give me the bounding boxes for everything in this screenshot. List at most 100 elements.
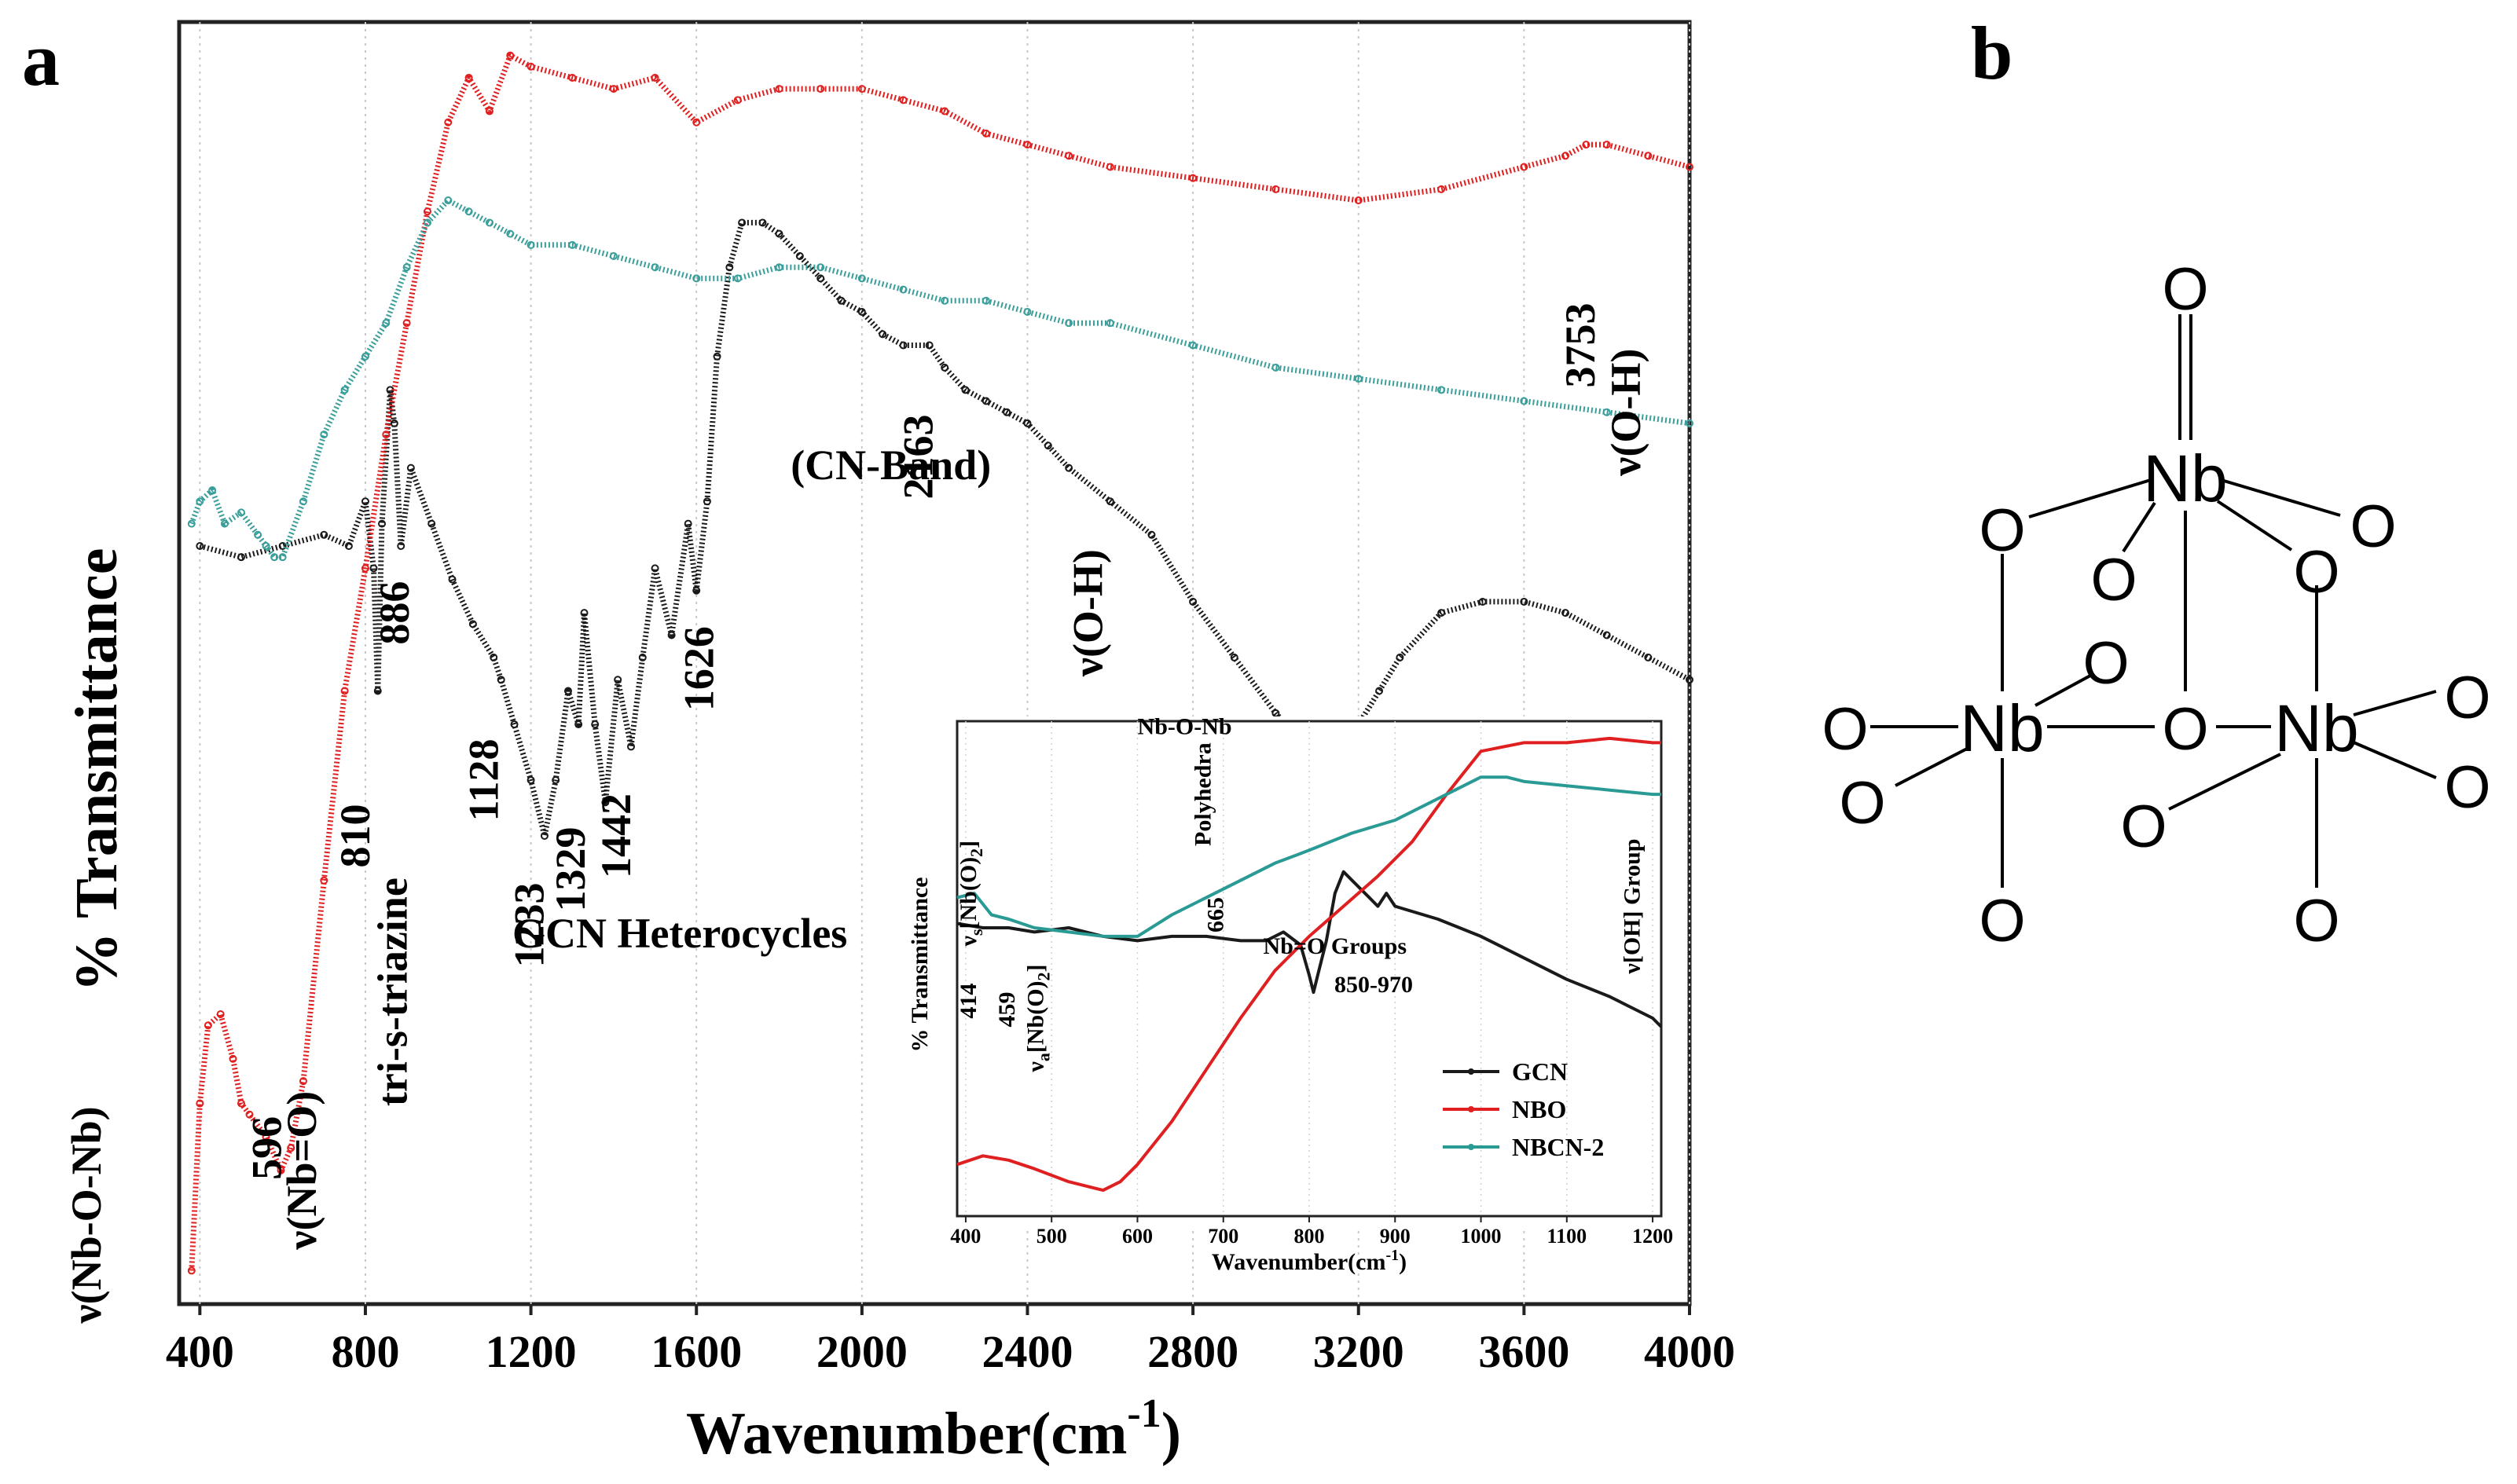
main-point-gcn <box>703 497 711 506</box>
inset-y-axis-title: % Transmittance <box>907 877 933 1052</box>
oxygen-atom: O <box>2444 754 2490 821</box>
main-point-gcn <box>614 676 622 684</box>
main-point-gcn <box>490 653 498 661</box>
main-point-gcn <box>1478 597 1487 606</box>
main-annotation-cnb: (CN-Band) <box>791 442 991 489</box>
main-point-nbo <box>423 207 431 216</box>
main-point-nbo <box>1602 141 1611 149</box>
main-point-gcn <box>237 553 245 562</box>
main-point-nbo <box>485 107 493 115</box>
main-point-gcn <box>344 541 353 550</box>
main-point-gcn <box>1106 497 1114 506</box>
main-x-axis-title: Wavenumber(cm-1) <box>686 1391 1181 1467</box>
main-point-nbcn-2 <box>775 263 783 272</box>
inset-x-axis-title-main: Wavenumber(cm <box>1212 1249 1386 1275</box>
inset-legend-marker <box>1468 1106 1474 1112</box>
main-point-nbo <box>382 431 391 439</box>
main-point-nbcn-2 <box>1189 341 1198 350</box>
main-point-nbcn-2 <box>382 319 391 328</box>
niobium-atom: Nb <box>2143 442 2227 515</box>
main-point-gcn <box>879 330 887 339</box>
main-point-nbo <box>229 1054 237 1063</box>
main-point-gcn <box>857 307 866 316</box>
inset-annotation-va-end: ] <box>1022 964 1048 972</box>
main-annotation-1233: 1233 <box>505 882 552 967</box>
inset-tick-label: 800 <box>1294 1225 1325 1248</box>
main-point-nbcn-2 <box>237 508 245 517</box>
main-point-nbcn-2 <box>1520 397 1528 405</box>
main-annotation-voh1: ν(O-H) <box>1064 549 1111 677</box>
main-point-nbo <box>527 62 535 71</box>
main-series-nbo <box>189 53 1690 1271</box>
main-point-nbo <box>1189 174 1198 182</box>
main-tick-label: 2400 <box>981 1326 1073 1377</box>
main-point-nbcn-2 <box>816 263 825 272</box>
inset-annotation-vs-end: ] <box>956 841 981 848</box>
main-point-nbo <box>1271 185 1280 193</box>
main-point-gcn <box>510 720 519 729</box>
oxygen-atom: O <box>2162 256 2208 323</box>
panel-b-label: b <box>1971 11 2012 95</box>
main-point-gcn <box>1044 442 1052 450</box>
inset-legend: GCN NBO NBCN-2 <box>1443 1057 1604 1161</box>
main-point-nbo <box>816 85 825 93</box>
main-plot-frame <box>177 20 1692 1306</box>
inset-chart: 400 500 600 700 800 900 1000 1100 1200 νs[Nb(O)2… <box>907 713 1673 1275</box>
main-point-gcn <box>1520 597 1528 606</box>
main-point-nbcn-2 <box>485 218 493 227</box>
inset-grid <box>965 721 1653 1216</box>
main-point-nbcn-2 <box>1023 307 1032 316</box>
main-point-nbcn-2 <box>1437 386 1446 394</box>
main-point-gcn <box>692 586 701 595</box>
main-tick-label: 4000 <box>1644 1326 1735 1377</box>
main-annotation-tri: tri-s-triazine <box>369 878 416 1106</box>
main-point-nbo <box>1686 163 1693 171</box>
main-point-gcn <box>837 296 846 305</box>
main-point-nbo <box>464 73 473 82</box>
inset-tick-label: 900 <box>1380 1225 1411 1248</box>
main-point-gcn <box>667 631 676 639</box>
main-y-axis-title: % Transmittance <box>64 548 130 991</box>
main-point-gcn <box>684 519 692 528</box>
main-point-nbcn-2 <box>527 240 535 249</box>
main-point-gcn <box>775 229 783 238</box>
main-point-gcn <box>981 397 990 405</box>
main-point-nbo <box>568 73 577 82</box>
main-point-nbo <box>857 85 866 93</box>
main-point-gcn <box>758 218 767 227</box>
main-point-nbo <box>775 85 783 93</box>
main-tick-label: 2000 <box>816 1326 908 1377</box>
inset-series-nbo <box>956 736 1661 1193</box>
structure-bonds <box>1870 314 2437 888</box>
main-point-nbcn-2 <box>1354 375 1363 383</box>
inset-series <box>956 736 1663 1193</box>
main-point-gcn <box>1602 631 1611 639</box>
inset-annotation-rng: 850-970 <box>1334 972 1413 998</box>
main-point-nbo <box>320 876 328 885</box>
main-point-gcn <box>1189 597 1198 606</box>
main-annotation-3753: 3753 <box>1557 303 1604 388</box>
main-annotation-voh2: ν(O-H) <box>1602 349 1649 477</box>
main-point-gcn <box>601 798 610 807</box>
main-point-gcn <box>627 742 636 751</box>
inset-tick-label: 1000 <box>1461 1225 1502 1248</box>
inset-tick-label: 1100 <box>1547 1225 1587 1248</box>
main-point-gcn <box>527 776 535 785</box>
main-ir-chart: 400 800 1200 1600 2000 2400 2800 3200 3600 4000 5… <box>63 20 1735 1467</box>
main-point-gcn <box>1271 709 1280 717</box>
main-point-nbo <box>1023 141 1032 149</box>
main-x-axis-title-main: Wavenumber(cm <box>686 1401 1127 1467</box>
main-point-gcn <box>397 541 405 550</box>
inset-annotation-poly: Polyhedra <box>1190 742 1216 846</box>
main-point-nbo <box>444 118 453 126</box>
main-point-nbo <box>1561 152 1570 160</box>
main-series <box>187 51 1693 1275</box>
main-annotation-1442: 1442 <box>593 793 640 878</box>
main-annotation-1128: 1128 <box>460 738 507 821</box>
inset-annotation-va-tail: [Nb(O) <box>1022 980 1048 1053</box>
main-annotation-810: 810 <box>332 804 379 867</box>
main-point-nbcn-2 <box>270 553 279 562</box>
inset-annotation-va-sub2: 2 <box>1033 972 1053 980</box>
inset-annotation-vs-sub2: 2 <box>967 848 986 857</box>
